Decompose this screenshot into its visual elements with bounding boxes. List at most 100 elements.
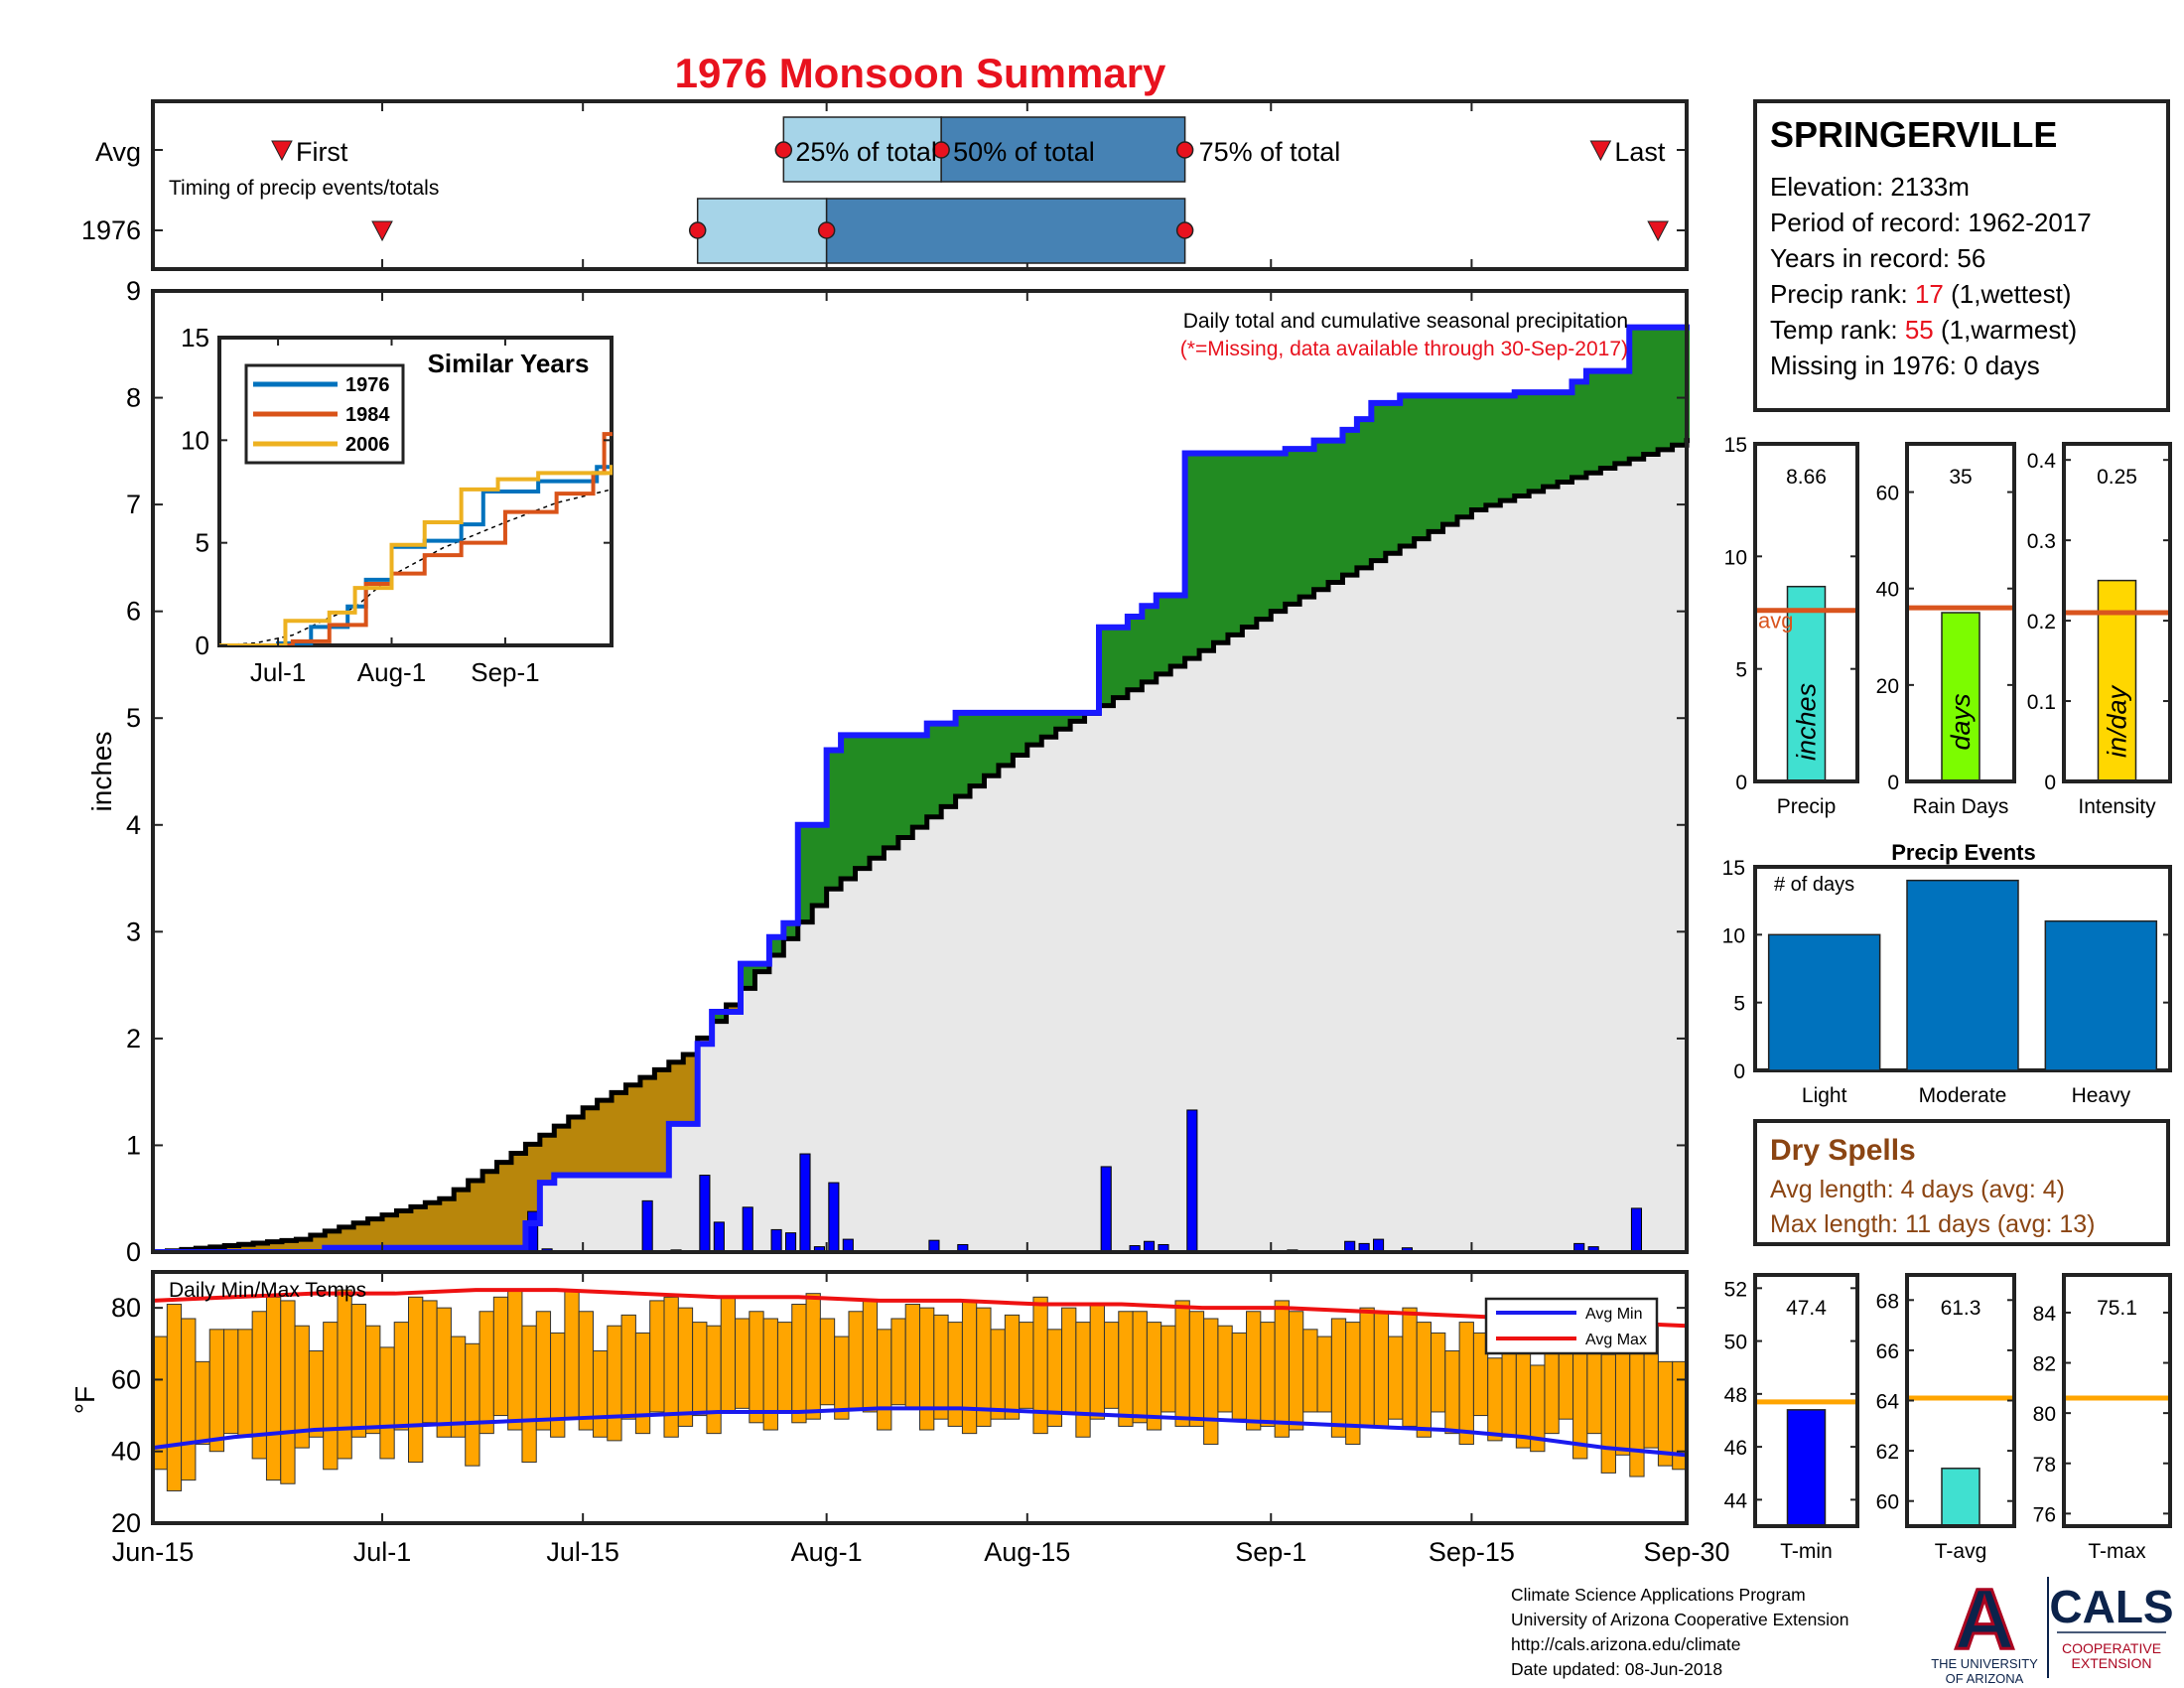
daily-temp-bar <box>323 1322 339 1471</box>
date-tick-label: Sep-30 <box>1643 1537 1729 1567</box>
daily-temp-bar <box>265 1296 282 1481</box>
daily-temp-bar <box>1431 1332 1446 1413</box>
year-last-marker <box>1647 220 1669 242</box>
inset-legend-label: 2006 <box>345 434 390 456</box>
stat-y-tick-label: 0.3 <box>2027 530 2056 553</box>
stat-panel-precip: 0 5 10 15 8.66 Precip inches avg <box>1724 434 1859 818</box>
daily-temp-bar <box>1061 1307 1077 1413</box>
stat-panel-t-min: 44 46 48 50 52 47.4 T-min <box>1724 1273 1859 1563</box>
main-y-tick-label: 1 <box>126 1130 141 1160</box>
daily-temp-bar <box>1359 1307 1375 1427</box>
daily-temp-bar <box>237 1329 253 1438</box>
daily-temp-bar <box>1316 1336 1332 1413</box>
stat-y-tick-label: 44 <box>1724 1489 1748 1512</box>
daily-temp-bar <box>890 1318 906 1406</box>
daily-temp-bar <box>1132 1311 1148 1424</box>
stat-value-label: 35 <box>1949 466 1972 489</box>
inset-series-line-1984 <box>219 432 613 645</box>
footer-line-4: Date updated: 08-Jun-2018 <box>1511 1659 1722 1679</box>
daily-temp-bar <box>947 1322 963 1427</box>
inset-y-tick-label: 0 <box>196 631 209 660</box>
avg-max-line <box>152 1288 1688 1329</box>
footer-credits: Climate Science Applications Program Uni… <box>1511 1585 1848 1679</box>
stat-y-tick-label: 40 <box>1876 579 1899 602</box>
stat-y-tick-label: 82 <box>2033 1353 2056 1376</box>
inset-y-tick-label: 15 <box>181 323 209 352</box>
daily-temp-bar <box>592 1350 609 1438</box>
footer-line-2: University of Arizona Cooperative Extens… <box>1511 1610 1848 1629</box>
daily-temp-bar <box>1402 1307 1418 1427</box>
main-y-axis-label: inches <box>86 732 117 812</box>
average-cumulative-line <box>153 438 1690 1253</box>
stat-unit-label: days <box>1946 693 1976 750</box>
stat-y-tick-label: 0.4 <box>2027 450 2057 473</box>
stat-y-tick-label: 5 <box>1735 659 1747 682</box>
stat-y-tick-label: 76 <box>2033 1503 2056 1526</box>
stat-y-tick-label: 52 <box>1724 1278 1747 1301</box>
daily-precip-bar <box>799 1153 811 1253</box>
first-label: First <box>296 137 348 167</box>
daily-temp-bar <box>877 1329 892 1431</box>
date-tick-label: Jul-15 <box>546 1537 619 1567</box>
ua-block-a-icon: A <box>1954 1572 2015 1667</box>
avg-last-marker <box>1589 140 1612 162</box>
stat-y-tick-label: 0 <box>2044 772 2056 794</box>
stat-x-label: T-max <box>2088 1540 2146 1563</box>
daily-temp-bar <box>208 1329 225 1453</box>
inset-series-line-2006 <box>219 465 613 645</box>
daily-temp-bar <box>350 1304 367 1438</box>
footer-line-1: Climate Science Applications Program <box>1511 1585 1806 1605</box>
year-first-marker <box>371 220 393 242</box>
daily-temp-bar <box>1217 1325 1233 1413</box>
stat-panel-t-max: 76 78 80 82 84 75.1 T-max <box>2033 1273 2172 1563</box>
daily-temp-bar <box>393 1322 410 1431</box>
daily-temp-bar <box>735 1318 751 1409</box>
daily-precip-bar <box>527 1210 539 1253</box>
daily-temp-bar <box>620 1314 636 1420</box>
stat-avg-label: avg <box>1758 609 1793 633</box>
precip-events-chart: Precip Events Light Moderate Heavy 051015 … <box>1722 840 2172 1107</box>
daily-temp-bar <box>1629 1336 1645 1477</box>
stat-y-tick-label: 64 <box>1876 1391 1900 1414</box>
date-tick-label: Jun-15 <box>112 1537 195 1567</box>
daily-temp-bar <box>1458 1322 1474 1445</box>
stat-value-label: 75.1 <box>2097 1297 2137 1320</box>
daily-temp-bar <box>408 1296 424 1464</box>
daily-temp-bar <box>521 1325 537 1464</box>
daily-precip-bar <box>713 1221 725 1253</box>
main-y-tick-label: 8 <box>126 383 141 413</box>
stat-x-label: Rain Days <box>1913 795 2009 818</box>
daily-temp-bar <box>1174 1300 1190 1427</box>
temp-y-tick-label: 80 <box>111 1293 141 1323</box>
daily-temp-bar <box>1600 1353 1616 1474</box>
stat-y-tick-label: 78 <box>2033 1454 2056 1477</box>
missing-days: Missing in 1976: 0 days <box>1770 351 2040 380</box>
daily-temp-bar <box>1203 1318 1219 1445</box>
inset-y-tick-label: 10 <box>181 425 209 455</box>
daily-temp-bar <box>1330 1318 1347 1438</box>
date-tick-label: Aug-15 <box>984 1537 1070 1567</box>
inset-legend-label: 1984 <box>345 404 390 426</box>
daily-temp-bar <box>465 1342 480 1467</box>
daily-temp-bar <box>805 1293 821 1420</box>
daily-temp-bar <box>1388 1336 1404 1420</box>
year-q75-marker <box>1175 221 1194 239</box>
precip-rank: Precip rank: 17 (1,wettest) <box>1770 279 2071 309</box>
years-in-record: Years in record: 56 <box>1770 243 1985 273</box>
chart-note-2: (*=Missing, data available through 30-Se… <box>1180 338 1628 360</box>
q25-label: 25% of total <box>795 137 937 167</box>
daily-temp-bar <box>634 1332 651 1435</box>
dry-spells-title: Dry Spells <box>1770 1134 1916 1167</box>
daily-temp-bar <box>1657 1360 1674 1467</box>
cals-wordmark: CALS <box>2049 1581 2173 1632</box>
main-y-tick-label: 7 <box>126 490 141 519</box>
stat-y-tick-label: 80 <box>2033 1403 2056 1426</box>
daily-temp-bar <box>791 1304 807 1424</box>
daily-temp-bar <box>819 1318 836 1406</box>
stat-y-tick-label: 10 <box>1724 546 1747 569</box>
daily-temp-bar <box>720 1296 737 1413</box>
stat-y-tick-label: 84 <box>2033 1303 2057 1326</box>
stat-y-tick-label: 0.2 <box>2027 611 2056 633</box>
avg-q25-marker <box>774 141 793 159</box>
daily-temp-bar <box>535 1311 552 1431</box>
